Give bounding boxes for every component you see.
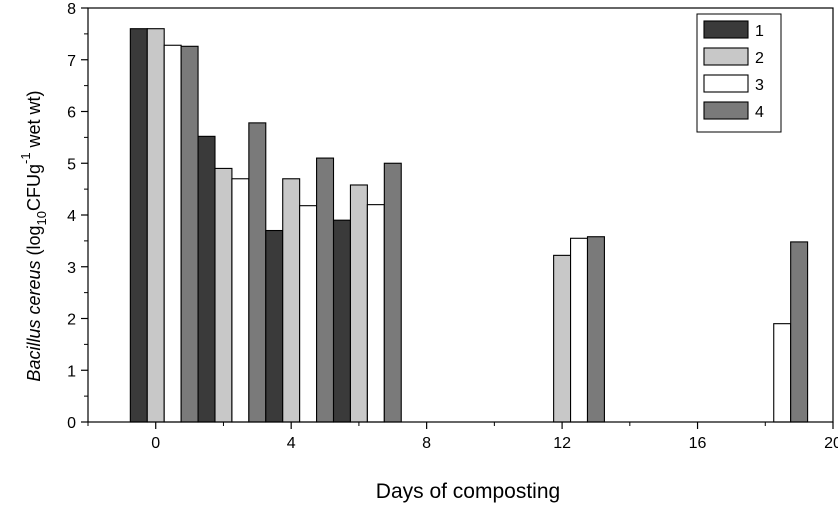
bar-series-3-x-4 (299, 205, 318, 423)
x-tick-label-16: 16 (689, 435, 707, 452)
x-axis-ticks: 0 4 8 12 16 20 (87, 422, 838, 452)
y-axis-label-subscript: 10 (34, 211, 49, 225)
bar-series-2-x-4 (282, 178, 301, 423)
y-tick-label-7: 7 (67, 53, 76, 70)
bar-series-4-x-18 (790, 241, 809, 423)
bar-series-2-x-6 (349, 184, 368, 423)
x-tick-label-0: 0 (151, 435, 160, 452)
y-axis-ticks: 0 1 2 3 4 5 6 7 8 (67, 1, 88, 432)
legend-swatch-1 (703, 20, 749, 39)
y-tick-label-2: 2 (67, 312, 76, 329)
bar-series-4-x-0 (180, 45, 199, 423)
y-tick-label-3: 3 (67, 260, 76, 277)
y-axis-label: Bacillus cereus (log10CFUg-1 wet wt) (18, 90, 49, 381)
y-tick-label-1: 1 (67, 363, 76, 380)
x-tick-label-20: 20 (824, 435, 838, 452)
x-tick-label-12: 12 (553, 435, 571, 452)
bar-series-2-x-0 (146, 28, 165, 423)
bar-series-4-x-2 (248, 122, 267, 423)
bar-series-4-x-12 (586, 236, 605, 423)
bar-series-3-x-6 (366, 204, 385, 423)
legend-label-1: 1 (755, 23, 764, 40)
y-tick-label-4: 4 (67, 208, 76, 225)
x-tick-label-8: 8 (422, 435, 431, 452)
bar-series-1-x-4 (265, 229, 284, 423)
bar-series-3-x-12 (570, 237, 589, 423)
x-axis-label: Days of composting (376, 480, 560, 503)
bar-series-4-x-4 (316, 157, 335, 423)
y-tick-label-0: 0 (67, 415, 76, 432)
y-tick-label-6: 6 (67, 105, 76, 122)
legend-label-2: 2 (755, 50, 764, 67)
y-axis-label-species: Bacillus cereus (24, 261, 44, 382)
bar-series-3-x-18 (773, 323, 792, 423)
bars-group (129, 28, 809, 423)
bar-series-1-x-2 (197, 135, 216, 423)
legend-swatch-4 (703, 101, 749, 120)
y-axis-label-close: wet wt) (24, 90, 44, 152)
bar-series-3-x-0 (163, 44, 182, 423)
y-axis-label-superscript: -1 (18, 152, 33, 164)
legend-label-3: 3 (755, 77, 764, 94)
y-tick-label-5: 5 (67, 156, 76, 173)
x-tick-label-4: 4 (287, 435, 296, 452)
bar-series-2-x-12 (553, 254, 572, 423)
legend: 1 2 3 4 (696, 13, 782, 133)
bar-series-3-x-2 (231, 178, 250, 423)
bar-series-2-x-2 (214, 167, 233, 423)
legend-swatch-2 (703, 47, 749, 66)
bar-series-1-x-6 (332, 219, 351, 423)
legend-swatch-3 (703, 74, 749, 93)
y-axis-label-unit: CFUg (24, 164, 44, 211)
y-tick-label-8: 8 (67, 1, 76, 18)
y-axis-label-open: (log (24, 225, 44, 260)
bar-series-1-x-0 (129, 28, 148, 423)
legend-label-4: 4 (755, 104, 764, 121)
bar-series-4-x-6 (383, 162, 402, 423)
